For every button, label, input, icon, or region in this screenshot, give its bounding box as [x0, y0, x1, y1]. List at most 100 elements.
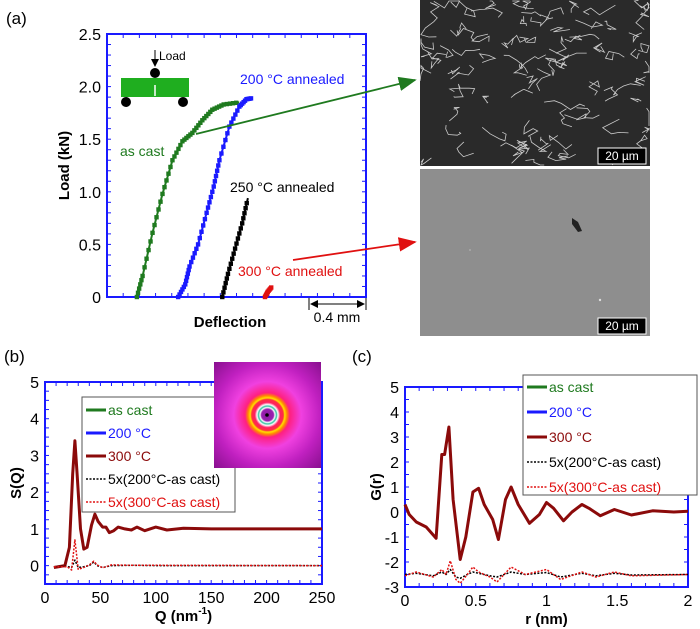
- series-200-c-annealed-point: [217, 158, 222, 163]
- series-as-cast-point: [150, 230, 155, 236]
- panel-label-a: (a): [6, 9, 27, 28]
- x-tick-label: 250: [309, 590, 336, 607]
- series-as-cast-point: [176, 146, 181, 152]
- series-as-cast-point: [148, 239, 153, 244]
- series-200-c-annealed-point: [186, 267, 191, 273]
- series-250-c-annealed-point: [235, 236, 241, 241]
- series-250-c-annealed-point: [239, 221, 245, 226]
- series-200-c-annealed-point: [204, 210, 209, 216]
- series-200-c-annealed-point: [177, 292, 182, 297]
- series-as-cast-point: [178, 142, 183, 148]
- y-tick-label: -2: [385, 555, 399, 572]
- y-tick-label: -1: [385, 530, 399, 547]
- series-200-c-annealed-point: [185, 271, 191, 276]
- y-tick-label: 1: [30, 522, 39, 539]
- series-as-cast-point: [198, 120, 203, 125]
- chart-load-deflection: 0 0.5 1.0 1.5 2.0 2.5 Load (kN) Deflection: [56, 27, 367, 331]
- three-point-bend-inset: Load: [121, 49, 189, 107]
- y-tick-label: 0: [30, 559, 39, 576]
- y-tick-label: 3: [30, 448, 39, 465]
- x-axis-label-sup: -1: [198, 606, 207, 617]
- y-tick-label: 1: [390, 480, 399, 497]
- series-as-cast-point: [146, 247, 151, 253]
- series-as-cast-point: [156, 207, 161, 212]
- series-200-c-annealed-point: [231, 116, 236, 121]
- series-200-c-annealed-point: [223, 137, 228, 143]
- series-as-cast-point: [224, 101, 230, 107]
- series-200-c-annealed-point: [175, 294, 181, 300]
- series-as-cast-point: [134, 294, 140, 300]
- series-200-c-annealed-point: [180, 287, 185, 292]
- chart-pair-distribution: -3 -2 -1 0 1 2 3 4 5 0 0.5 1 1.5 2 G(r) r (nm) as cast 20…: [368, 374, 698, 628]
- arrow-300c-to-sem: [292, 237, 417, 261]
- y-tick-label: 5: [390, 380, 399, 397]
- series-200-c-annealed-point: [248, 96, 254, 101]
- legend-entry: 200 °C: [108, 425, 151, 441]
- legend-entry: 300 °C: [108, 448, 151, 464]
- series-5x-200-c-as-cast--line: [404, 568, 689, 580]
- series-250-c-annealed-point: [238, 226, 243, 231]
- series-as-cast-point: [219, 103, 224, 108]
- series-as-cast-point: [214, 105, 220, 110]
- series-as-cast-point: [172, 154, 177, 159]
- series-250-c-annealed-point: [237, 231, 242, 236]
- series-200-c-annealed-point: [178, 289, 184, 295]
- series-200-c-annealed-point: [213, 173, 219, 179]
- scale-bar-label: 0.4 mm: [314, 309, 361, 325]
- y-tick-label: 2: [390, 455, 399, 472]
- sem-image-as-cast: 20 µm: [419, 0, 650, 166]
- series-200-c-annealed-point: [187, 264, 192, 269]
- series-200-c-annealed-point: [207, 200, 212, 205]
- series-200-c-annealed-point: [233, 112, 238, 117]
- series-200-c-annealed-point: [212, 179, 218, 184]
- series-as-cast-point: [152, 222, 157, 228]
- x-axis-label-text: r (nm): [525, 611, 568, 628]
- series-200-c-annealed-point: [189, 259, 194, 265]
- y-tick-label: 2.0: [79, 80, 101, 97]
- y-tick-label: 0: [92, 290, 101, 307]
- x-axis-label: Q (nm-1): [155, 606, 212, 625]
- series-200-c-annealed-point: [208, 194, 214, 200]
- series-300-c-annealed-point: [269, 285, 274, 290]
- series-200-c-annealed-point: [194, 246, 199, 252]
- series-200-c-annealed-point: [216, 163, 221, 168]
- series-200-c-annealed-point: [219, 151, 224, 156]
- x-axis-label-text: Q (nm: [155, 608, 198, 625]
- series-as-cast-point: [158, 199, 163, 204]
- series-200-c-annealed-point: [225, 131, 230, 136]
- series-as-cast-point: [160, 191, 165, 197]
- series-250-c-annealed-point: [225, 271, 231, 277]
- series-250-c-annealed-point: [242, 211, 247, 216]
- annotation-as-cast: as cast: [120, 143, 164, 159]
- series-as-cast-point: [192, 128, 197, 133]
- sem-image-300c: 20 µm: [420, 169, 650, 336]
- y-tick-label: 4: [30, 412, 39, 429]
- series-200-c-annealed-point: [181, 284, 187, 290]
- y-axis-label: S(Q): [8, 467, 25, 499]
- series-as-cast-point: [216, 104, 222, 109]
- series-200-c-annealed-point: [199, 229, 204, 234]
- series-200-c-annealed-point: [195, 242, 201, 247]
- series-250-c-annealed-point: [220, 294, 225, 300]
- series-as-cast-point: [234, 100, 239, 106]
- series-200-c-annealed-point: [214, 168, 220, 173]
- legend-entry: as cast: [108, 402, 152, 418]
- series-250-c-annealed-point: [222, 285, 227, 290]
- annotation-250c: 250 °C annealed: [230, 179, 334, 195]
- series-200-c-annealed-point: [183, 278, 189, 283]
- x-tick-label: 0: [401, 593, 410, 610]
- series-250-c-annealed-point: [230, 256, 235, 261]
- panel-label-b: (b): [4, 347, 25, 366]
- series-200-c-annealed-point: [190, 255, 196, 260]
- diffraction-pattern-inset: [214, 362, 321, 468]
- series-200-c-annealed-point: [201, 223, 206, 228]
- series-250-c-annealed-point: [232, 246, 238, 251]
- x-axis-label-text: Deflection: [194, 314, 267, 331]
- y-tick-label: -3: [385, 580, 399, 597]
- annotation-300c: 300 °C annealed: [238, 263, 342, 279]
- series-as-cast-point: [212, 106, 217, 111]
- series-200-c-annealed-point: [210, 189, 215, 194]
- x-tick-label: 1: [542, 593, 551, 610]
- series-as-cast-point: [142, 265, 147, 270]
